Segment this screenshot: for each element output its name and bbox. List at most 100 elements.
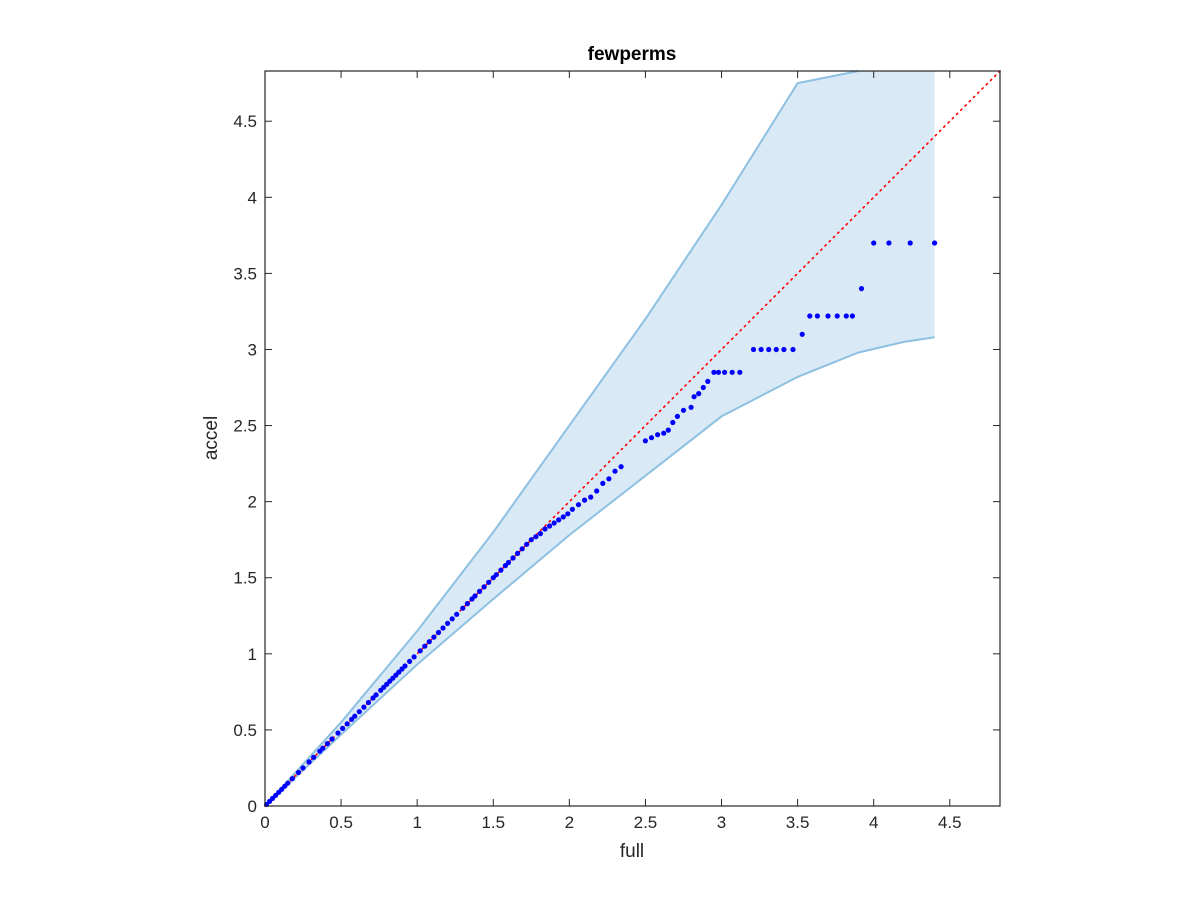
data-point [289, 776, 295, 782]
data-point [344, 721, 350, 727]
data-point [680, 407, 687, 413]
data-point [542, 526, 548, 532]
data-point [807, 313, 813, 319]
data-point [505, 559, 512, 566]
data-point [849, 313, 856, 319]
data-point [311, 754, 317, 760]
y-tick-label: 0.5 [233, 721, 257, 740]
y-tick-label: 2 [248, 493, 257, 512]
x-tick-label: 4.5 [938, 813, 962, 832]
data-point [551, 520, 557, 526]
y-axis-label: accel [201, 416, 222, 460]
data-point [519, 546, 525, 552]
data-point [402, 663, 408, 669]
data-point [556, 517, 562, 523]
data-point [417, 648, 423, 654]
data-point [700, 384, 706, 391]
data-point [648, 435, 655, 441]
data-point [498, 567, 504, 573]
data-point [575, 502, 582, 508]
data-point [758, 346, 764, 353]
data-point [426, 639, 432, 645]
data-point [547, 523, 553, 529]
data-point [790, 346, 796, 353]
confidence-band-layer [264, 70, 935, 807]
data-point [528, 537, 534, 543]
x-tick-label: 2.5 [634, 813, 658, 832]
data-point [464, 601, 470, 607]
data-point [814, 313, 821, 319]
data-point [493, 572, 499, 578]
data-point [510, 555, 516, 561]
data-point [373, 692, 379, 698]
data-point [320, 745, 326, 751]
data-point [329, 736, 335, 742]
data-point [655, 432, 661, 438]
data-point [773, 346, 779, 353]
data-point [477, 588, 483, 595]
axes-box [264, 70, 1001, 807]
x-tick-label: 0 [260, 813, 269, 832]
data-point [688, 404, 694, 410]
data-point [696, 391, 702, 397]
data-point [431, 634, 437, 640]
data-point [582, 497, 588, 503]
data-point [588, 494, 594, 500]
y-tick-label: 3.5 [233, 264, 257, 283]
data-point [569, 506, 576, 512]
data-point [407, 658, 413, 665]
data-point [661, 430, 667, 436]
data-point [533, 534, 539, 540]
confidence-band-fill [265, 71, 935, 806]
data-point [715, 369, 722, 375]
data-point [766, 346, 772, 353]
data-point [665, 427, 671, 433]
data-point [361, 704, 367, 710]
x-tick-label: 3.5 [786, 813, 810, 832]
data-point [560, 514, 566, 520]
data-point [834, 313, 840, 319]
data-point [460, 605, 466, 611]
y-tick-label: 4 [248, 188, 257, 207]
x-tick-label: 1.5 [481, 813, 505, 832]
data-point [335, 730, 341, 736]
data-point [524, 541, 530, 547]
chart-title: fewperms [588, 44, 677, 65]
confidence-band-lower-edge [264, 336, 935, 807]
x-tick-label: 0.5 [329, 813, 353, 832]
data-point [674, 413, 681, 419]
data-point [445, 620, 451, 627]
data-point [886, 240, 892, 246]
data-point [440, 625, 446, 631]
data-point [300, 765, 306, 771]
data-point [411, 654, 417, 660]
data-point [481, 584, 487, 590]
data-point [486, 579, 492, 585]
x-tick-label: 2 [565, 813, 574, 832]
y-tick-label: 3 [248, 340, 257, 359]
data-point [642, 438, 649, 444]
data-point [871, 240, 877, 246]
data-point [705, 378, 711, 384]
data-point [435, 629, 442, 636]
y-tick-label: 1.5 [233, 569, 257, 588]
data-point [670, 419, 676, 426]
data-point [799, 331, 805, 337]
x-axis-ticks: 0 0.5 1 1.5 2 2.5 3 3.5 4 4.5 [260, 71, 962, 832]
data-point [691, 394, 697, 400]
data-point [722, 369, 728, 375]
data-point [858, 286, 865, 292]
x-tick-label: 4 [869, 813, 878, 832]
y-tick-label: 0 [248, 797, 257, 816]
data-point [422, 643, 428, 649]
x-tick-label: 3 [717, 813, 726, 832]
data-point [825, 313, 831, 319]
data-point [612, 468, 618, 474]
data-point [285, 780, 291, 786]
y-axis-ticks: 0 0.5 1 1.5 2 2.5 3 3.5 4 4.5 [233, 112, 1000, 816]
data-point [356, 709, 362, 715]
confidence-band-upper-edge [264, 70, 859, 807]
x-axis-label: full [620, 841, 644, 862]
data-point [340, 725, 346, 732]
